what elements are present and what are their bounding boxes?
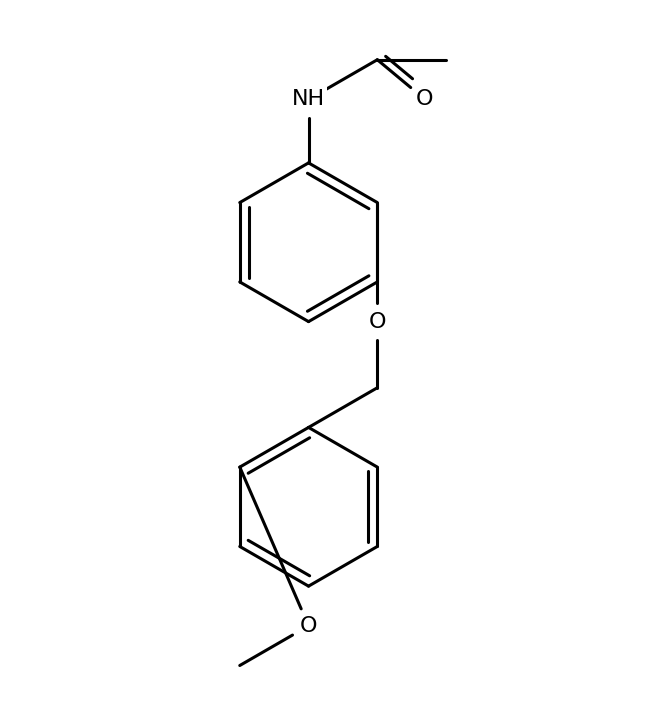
Text: O: O	[416, 90, 433, 110]
Text: O: O	[369, 312, 386, 332]
Text: NH: NH	[292, 90, 325, 110]
Text: O: O	[299, 616, 318, 636]
